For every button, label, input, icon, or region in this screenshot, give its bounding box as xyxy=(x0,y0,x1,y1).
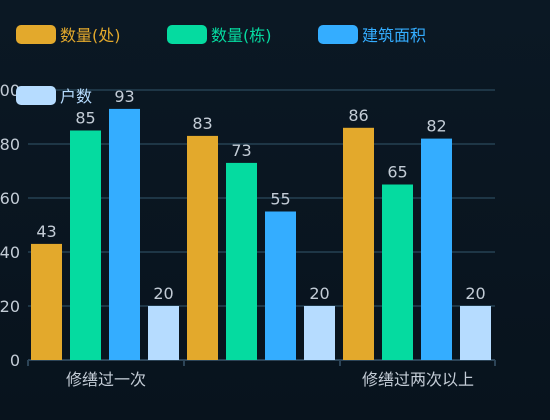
data-labels: 43 85 93 20 83 73 55 20 86 65 82 20 xyxy=(36,87,485,303)
bar-2-1 xyxy=(265,211,296,360)
legend-swatch xyxy=(167,25,207,44)
bar-2-2 xyxy=(421,138,452,360)
bar-0-0 xyxy=(31,243,62,360)
bar-1-0 xyxy=(70,130,101,360)
bar-0-2 xyxy=(343,127,374,360)
bar-value-label: 20 xyxy=(465,284,485,303)
bar-value-label: 83 xyxy=(192,114,212,133)
legend-item-3[interactable]: 户数 xyxy=(16,86,92,106)
bar-1-2 xyxy=(382,184,413,360)
bar-value-label: 86 xyxy=(348,106,368,125)
y-tick-label: 20 xyxy=(0,297,20,316)
bar-2-0 xyxy=(109,108,140,361)
bar-value-label: 20 xyxy=(309,284,329,303)
y-tick-label: 100 xyxy=(0,81,20,100)
legend-label: 建筑面积 xyxy=(362,26,426,45)
bar-3-2 xyxy=(460,306,491,360)
y-tick-label: 40 xyxy=(0,243,20,262)
bar-value-label: 93 xyxy=(114,87,134,106)
bars xyxy=(31,108,491,361)
grid-lines xyxy=(28,89,495,307)
bar-value-label: 55 xyxy=(270,190,290,209)
bar-1-1 xyxy=(226,162,257,360)
bar-value-label: 43 xyxy=(36,222,56,241)
bar-0-1 xyxy=(187,135,218,360)
bar-value-label: 73 xyxy=(231,141,251,160)
y-tick-label: 0 xyxy=(10,351,20,370)
bar-value-label: 82 xyxy=(426,117,446,136)
y-tick-label: 60 xyxy=(0,189,20,208)
legend-swatch xyxy=(16,86,56,105)
legend-swatch xyxy=(318,25,358,44)
bar-3-0 xyxy=(148,306,179,360)
legend-item-1[interactable]: 数量(栋) xyxy=(167,25,272,45)
x-category-label: 修缮过一次 xyxy=(66,370,146,389)
legend-label: 户数 xyxy=(60,87,92,106)
bar-value-label: 85 xyxy=(75,109,95,128)
bar-3-1 xyxy=(304,306,335,360)
legend-item-2[interactable]: 建筑面积 xyxy=(318,25,426,45)
bar-value-label: 20 xyxy=(153,284,173,303)
x-category-label: 修缮过两次以上 xyxy=(362,370,474,389)
legend-swatch xyxy=(16,25,56,44)
legend-label: 数量(处) xyxy=(60,26,121,45)
axes: 0 20 40 60 80 100 修缮过一次 修缮过两次以上 xyxy=(0,81,496,389)
y-tick-label: 80 xyxy=(0,135,20,154)
legend-label: 数量(栋) xyxy=(211,26,272,45)
legend-item-0[interactable]: 数量(处) xyxy=(16,25,121,45)
bar-value-label: 65 xyxy=(387,163,407,182)
